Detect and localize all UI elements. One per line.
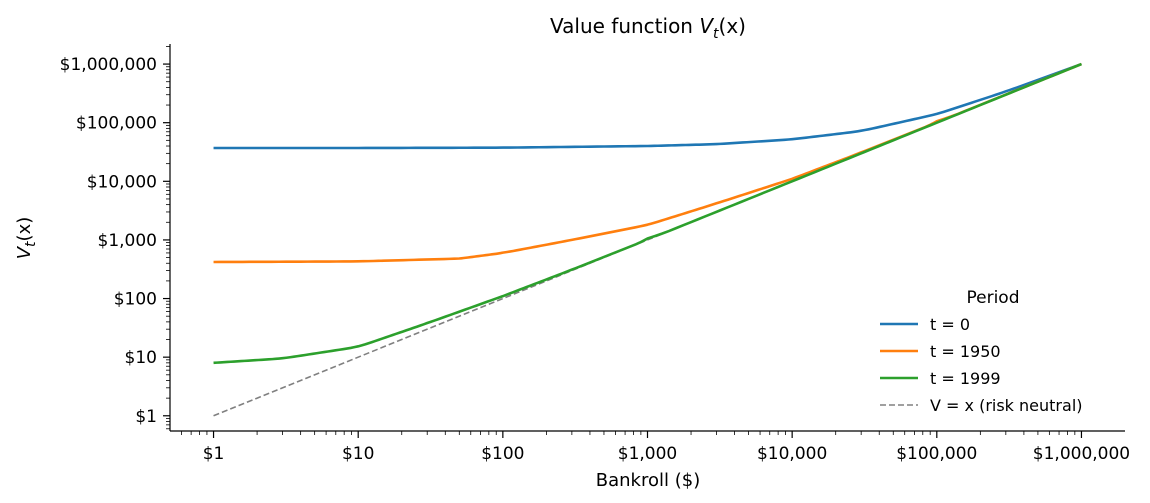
plot-area [213, 62, 1082, 417]
y-tick-label: $100,000 [76, 114, 157, 134]
x-tick-label: $100,000 [896, 444, 977, 464]
legend-title: Period [966, 288, 1019, 308]
legend: Period t = 0 t = 1950 t = 1999 V = x (risk n… [880, 288, 1083, 415]
x-tick-label: $1,000 [618, 444, 677, 464]
x-tick-label: $1 [203, 444, 225, 464]
x-tick-label: $10 [342, 444, 374, 464]
y-tick-label: $1,000,000 [60, 55, 157, 75]
y-tick-label: $10 [125, 348, 157, 368]
legend-label-2: t = 1999 [930, 369, 1001, 388]
chart-title: Value function Vt(x) [550, 14, 746, 42]
legend-label-0: t = 0 [930, 315, 970, 334]
x-tick-label: $100 [481, 444, 524, 464]
series-line-2 [213, 62, 1082, 365]
x-tick-label: $10,000 [757, 444, 827, 464]
y-tick-label: $10,000 [87, 172, 157, 192]
series-line-1 [213, 62, 1082, 264]
series-line-0 [213, 62, 1082, 150]
y-axis-label: Vt(x) [14, 217, 39, 260]
x-axis-label: Bankroll ($) [596, 470, 700, 491]
y-tick-label: $100 [114, 290, 157, 310]
legend-label-3: V = x (risk neutral) [930, 396, 1083, 415]
axes: $1 $10 $100 $1,000 $10,000 $100,000 $1,000,000… [60, 44, 1130, 464]
y-tick-label: $1 [135, 407, 157, 427]
x-tick-label: $1,000,000 [1033, 444, 1130, 464]
legend-label-1: t = 1950 [930, 342, 1001, 361]
y-tick-label: $1,000 [98, 231, 157, 251]
